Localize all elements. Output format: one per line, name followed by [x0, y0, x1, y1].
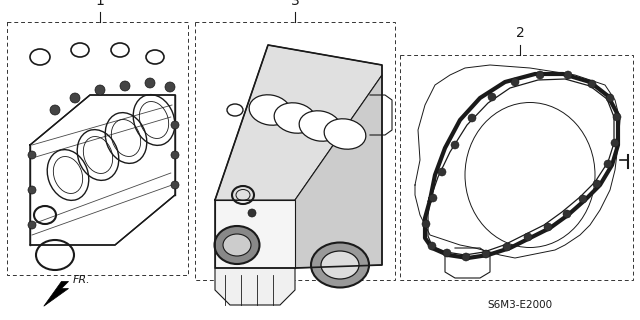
Circle shape	[451, 141, 459, 149]
Ellipse shape	[274, 103, 316, 133]
Circle shape	[165, 82, 175, 92]
Ellipse shape	[299, 111, 341, 141]
Circle shape	[524, 233, 532, 241]
Ellipse shape	[311, 243, 369, 287]
Polygon shape	[215, 200, 295, 268]
Text: S6M3-E2000: S6M3-E2000	[488, 300, 552, 310]
Circle shape	[511, 78, 519, 86]
Circle shape	[120, 81, 130, 91]
Circle shape	[564, 71, 572, 79]
Circle shape	[248, 209, 256, 217]
Circle shape	[462, 253, 470, 261]
Circle shape	[95, 85, 105, 95]
Text: 3: 3	[291, 0, 300, 8]
Circle shape	[611, 139, 619, 147]
Circle shape	[429, 194, 437, 202]
Ellipse shape	[249, 95, 291, 125]
Text: 2: 2	[516, 26, 524, 40]
Circle shape	[468, 114, 476, 122]
Circle shape	[488, 93, 496, 101]
Circle shape	[482, 250, 490, 258]
Circle shape	[28, 221, 36, 229]
Circle shape	[503, 243, 511, 251]
Polygon shape	[44, 282, 68, 306]
Circle shape	[171, 151, 179, 159]
Circle shape	[171, 121, 179, 129]
Circle shape	[28, 186, 36, 194]
Circle shape	[593, 180, 601, 188]
Ellipse shape	[223, 234, 251, 256]
Polygon shape	[295, 75, 382, 268]
Circle shape	[438, 168, 446, 176]
Polygon shape	[215, 45, 382, 200]
Circle shape	[28, 151, 36, 159]
Ellipse shape	[324, 119, 366, 149]
Circle shape	[428, 242, 436, 250]
Circle shape	[422, 220, 430, 228]
Ellipse shape	[321, 251, 359, 279]
Circle shape	[544, 223, 552, 231]
Circle shape	[563, 210, 571, 218]
Ellipse shape	[214, 226, 259, 264]
Text: 1: 1	[95, 0, 104, 8]
Circle shape	[588, 80, 596, 88]
Text: FR.: FR.	[73, 275, 91, 285]
Circle shape	[50, 105, 60, 115]
Circle shape	[606, 94, 614, 102]
Polygon shape	[215, 268, 295, 305]
Circle shape	[613, 113, 621, 121]
Circle shape	[145, 78, 155, 88]
Circle shape	[70, 93, 80, 103]
Circle shape	[536, 71, 544, 79]
Circle shape	[579, 195, 587, 203]
Circle shape	[443, 249, 451, 257]
Circle shape	[604, 160, 612, 168]
Circle shape	[171, 181, 179, 189]
